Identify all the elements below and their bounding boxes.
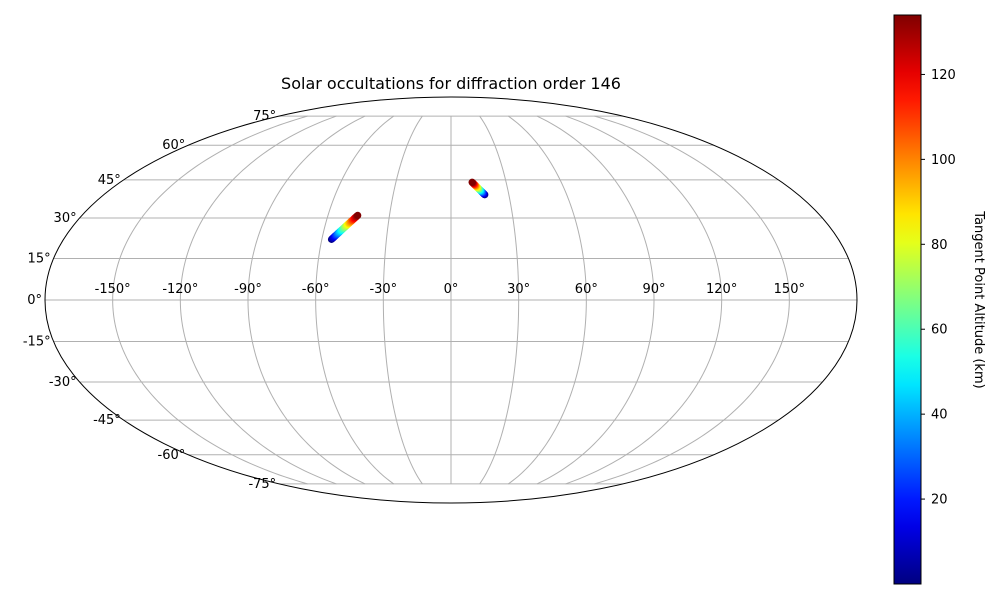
meridian-gridline — [565, 115, 723, 485]
latitude-tick-label: 60° — [162, 138, 185, 153]
meridian-gridline — [315, 115, 395, 485]
longitude-tick-label: 120° — [706, 282, 737, 297]
longitude-tick-label: 0° — [444, 282, 459, 297]
map-tick-labels: -150° -120° -90° -60° -30° 0° 30° 60° 90° 120° 150… — [23, 109, 805, 492]
occultation-point — [354, 211, 362, 219]
map-frame — [44, 96, 858, 504]
meridian-gridline — [112, 115, 308, 485]
chart-title: Solar occultations for diffraction order… — [281, 74, 621, 93]
meridian-gridline — [247, 115, 366, 485]
latitude-tick-label: -45° — [93, 413, 121, 428]
latitude-tick-label: -60° — [158, 448, 186, 463]
meridian-gridline — [479, 115, 520, 485]
longitude-tick-label: -120° — [162, 282, 198, 297]
latitude-tick-label: 75° — [253, 109, 276, 124]
longitude-tick-label: -30° — [369, 282, 397, 297]
colorbar: 20 40 60 80 100 120 Tangent Point Altitude (k… — [893, 14, 986, 585]
colorbar-ticks: 20 40 60 80 100 120 — [921, 68, 956, 508]
latitude-tick-label: 30° — [54, 211, 77, 226]
meridian-gridline — [536, 115, 655, 485]
latitude-tick-label: 45° — [98, 173, 121, 188]
meridian-gridline — [507, 115, 587, 485]
longitude-tick-label: 60° — [575, 282, 598, 297]
latitude-tick-label: -30° — [49, 375, 77, 390]
colorbar-frame — [893, 14, 922, 585]
colorbar-label: Tangent Point Altitude (km) — [971, 210, 986, 388]
latitude-tick-label: 15° — [28, 251, 51, 266]
longitude-tick-label: -150° — [95, 282, 131, 297]
colorbar-tick-label: 40 — [931, 408, 948, 423]
colorbar-gradient — [894, 15, 921, 584]
latitude-tick-label: 0° — [27, 293, 42, 308]
colorbar-tick-label: 20 — [931, 493, 948, 508]
occultation-points — [327, 178, 489, 243]
longitude-tick-label: 30° — [507, 282, 530, 297]
longitude-tick-label: 150° — [774, 282, 805, 297]
colorbar-tick-label: 120 — [931, 68, 956, 83]
meridian-gridline — [179, 115, 337, 485]
map-gridlines — [45, 115, 857, 485]
longitude-tick-label: -60° — [302, 282, 330, 297]
latitude-tick-label: -75° — [248, 477, 276, 492]
longitude-tick-label: 90° — [642, 282, 665, 297]
meridian-gridline — [382, 115, 423, 485]
meridian-gridline — [594, 115, 790, 485]
colorbar-tick-label: 100 — [931, 153, 956, 168]
latitude-tick-label: -15° — [23, 335, 51, 350]
colorbar-tick-label: 80 — [931, 238, 948, 253]
occultation-point — [468, 178, 476, 186]
colorbar-tick-label: 60 — [931, 323, 948, 338]
longitude-tick-label: -90° — [234, 282, 262, 297]
